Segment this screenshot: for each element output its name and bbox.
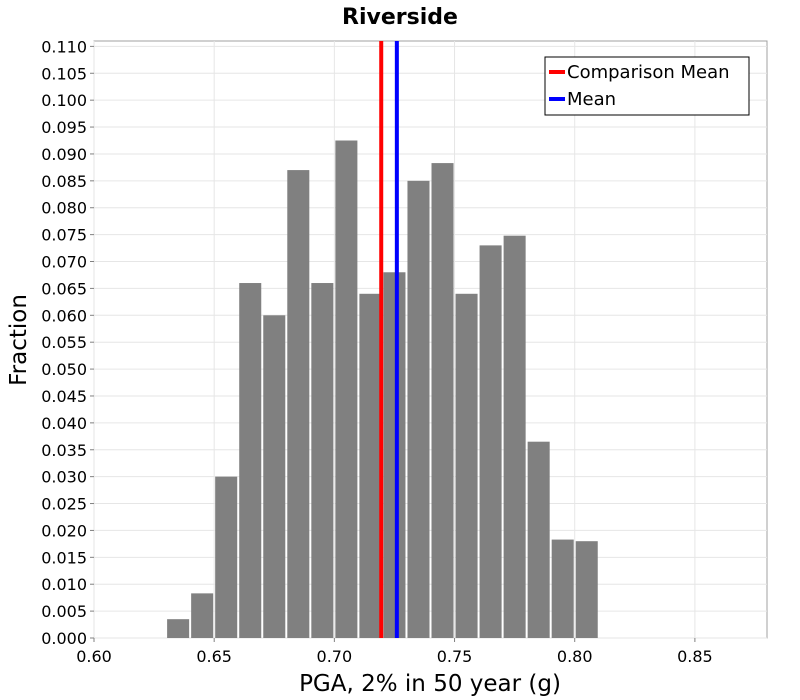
histogram-bar xyxy=(527,441,550,638)
legend-label-comparison-mean: Comparison Mean xyxy=(567,62,730,83)
x-tick-label: 0.65 xyxy=(196,647,232,666)
legend: Comparison Mean Mean xyxy=(544,56,750,116)
y-tick-label: 0.015 xyxy=(41,548,87,567)
y-tick-label: 0.060 xyxy=(41,306,87,325)
y-tick-label: 0.080 xyxy=(41,199,87,218)
y-tick-label: 0.110 xyxy=(41,37,87,56)
y-tick-label: 0.045 xyxy=(41,387,87,406)
y-tick-label: 0.065 xyxy=(41,279,87,298)
histogram-bar xyxy=(335,140,358,638)
histogram-bar xyxy=(431,163,454,639)
y-tick-label: 0.025 xyxy=(41,495,87,514)
histogram-bar xyxy=(575,541,598,638)
histogram-bar xyxy=(191,593,214,638)
histogram-bar xyxy=(167,619,190,638)
y-tick-label: 0.095 xyxy=(41,118,87,137)
y-tick-label: 0.010 xyxy=(41,575,87,594)
plot-area xyxy=(93,40,768,639)
chart-title: Riverside xyxy=(342,5,458,30)
grid-lines xyxy=(93,41,767,639)
histogram-bar xyxy=(407,180,430,639)
y-tick-label: 0.105 xyxy=(41,64,87,83)
histogram-bar xyxy=(287,170,310,638)
histogram-bar xyxy=(503,235,526,638)
histogram-bars xyxy=(167,140,598,639)
y-tick-label: 0.100 xyxy=(41,91,87,110)
y-tick-label: 0.030 xyxy=(41,468,87,487)
y-tick-label: 0.020 xyxy=(41,521,87,540)
y-axis-label: Fraction xyxy=(6,294,32,386)
legend-box xyxy=(544,56,750,116)
y-tick-label: 0.085 xyxy=(41,172,87,191)
y-tick-label: 0.000 xyxy=(41,629,87,648)
y-tick-label: 0.055 xyxy=(41,333,87,352)
y-tick-label: 0.070 xyxy=(41,253,87,272)
reference-lines xyxy=(379,41,399,638)
histogram-bar xyxy=(551,539,574,638)
histogram-bar xyxy=(455,293,478,638)
histogram-bar xyxy=(383,272,406,638)
histogram-bar xyxy=(215,476,238,638)
x-axis-label: PGA, 2% in 50 year (g) xyxy=(299,671,561,697)
histogram-bar xyxy=(479,245,502,639)
y-tick-label: 0.035 xyxy=(41,441,87,460)
y-tick-label: 0.040 xyxy=(41,414,87,433)
x-tick-label: 0.70 xyxy=(317,647,353,666)
histogram-bar xyxy=(239,283,262,638)
y-tick-label: 0.050 xyxy=(41,360,87,379)
y-tick-label: 0.005 xyxy=(41,602,87,621)
histogram-bar xyxy=(311,283,334,638)
y-tick-label: 0.090 xyxy=(41,145,87,164)
histogram-bar xyxy=(263,315,286,638)
x-tick-label: 0.75 xyxy=(437,647,473,666)
x-tick-label: 0.80 xyxy=(557,647,593,666)
x-axis-ticks: 0.60 0.65 0.70 0.75 0.80 0.85 xyxy=(76,638,713,666)
y-tick-label: 0.075 xyxy=(41,226,87,245)
x-tick-label: 0.60 xyxy=(76,647,112,666)
y-axis-ticks: 0.000 0.005 0.010 0.015 0.020 0.025 0.030 0.035… xyxy=(41,37,94,648)
legend-label-mean: Mean xyxy=(567,89,616,110)
x-tick-label: 0.85 xyxy=(677,647,713,666)
histogram-bar xyxy=(359,293,382,638)
